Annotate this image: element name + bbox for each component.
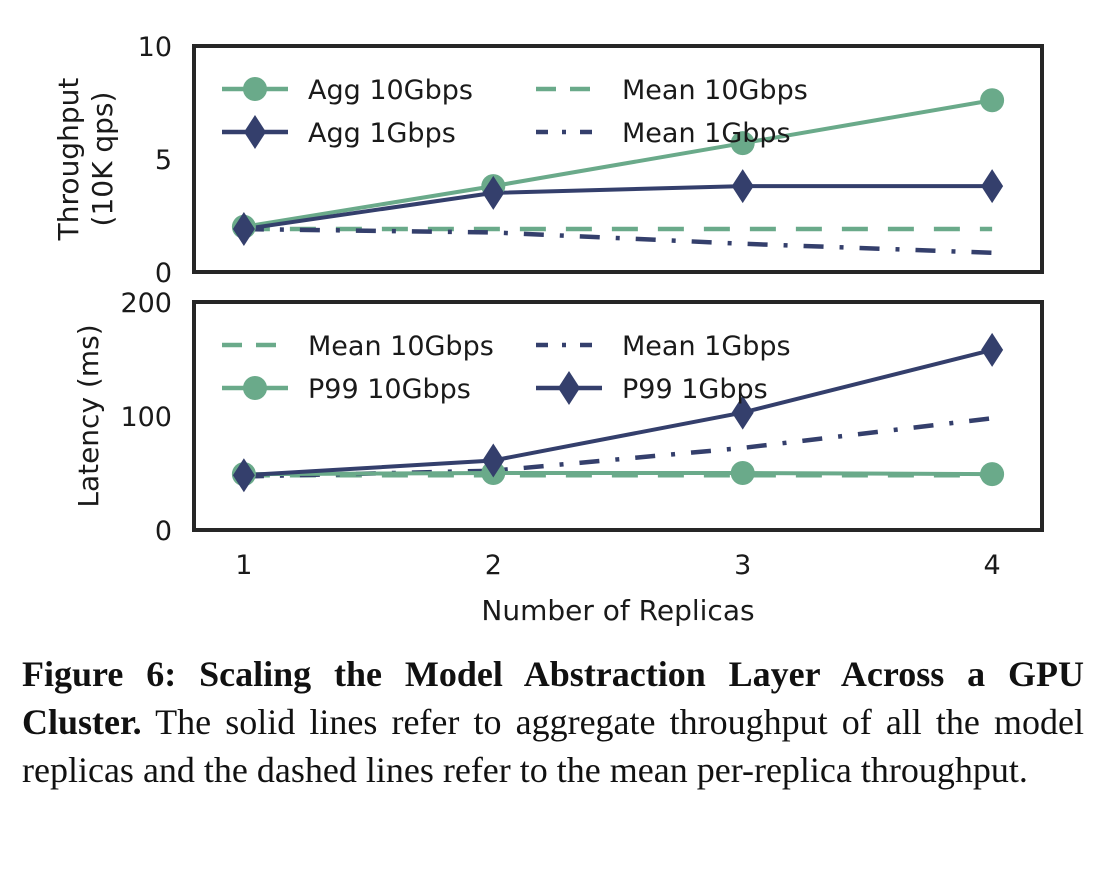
y-tick-label: 0 — [155, 516, 172, 547]
legend-label: P99 10Gbps — [308, 374, 471, 405]
y-tick-label: 100 — [120, 402, 172, 433]
y-axis-label: (10K qps) — [86, 92, 119, 227]
x-tick-label: 1 — [235, 550, 252, 581]
y-tick-label: 5 — [155, 145, 172, 176]
series-line-p99-10gbps — [243, 471, 993, 477]
legend-label: Mean 1Gbps — [622, 331, 791, 362]
legend-marker — [244, 115, 266, 149]
data-point-agg-10gbps — [980, 88, 1005, 113]
latency-panel: 0 100 200 Latency (ms) Mean 10Gbps Mean 1Gbps… — [72, 288, 1044, 547]
plot-frame — [192, 44, 1044, 274]
y-tick-label: 0 — [155, 258, 172, 289]
caption-title: Figure 6: Scaling the Model Abstraction … — [22, 654, 1084, 742]
legend-marker — [558, 371, 580, 405]
data-point-p99-1gbps — [232, 458, 255, 493]
series-line-p99-1gbps — [243, 347, 993, 478]
data-point-p99-10gbps — [980, 462, 1005, 487]
y-axis-label: Latency (ms) — [72, 324, 105, 507]
figure-caption: Figure 6: Scaling the Model Abstraction … — [22, 650, 1084, 794]
y-tick-label: 200 — [120, 288, 172, 319]
series-line-agg-1gbps — [243, 184, 993, 232]
x-tick-label: 4 — [984, 550, 1001, 581]
legend-marker — [243, 77, 267, 101]
y-axis-label: Throughput — [52, 78, 85, 242]
data-point-agg-1gbps — [981, 169, 1004, 204]
caption-text: The solid lines refer to aggregate throu… — [22, 702, 1084, 790]
x-axis: 1 2 3 4 Number of Replicas — [235, 550, 1000, 627]
throughput-panel: 0 5 10 Throughput (10K qps) Agg 10Gbps Mean 10… — [52, 32, 1044, 289]
legend-marker — [243, 376, 267, 400]
series-line-agg-10gbps — [243, 98, 993, 229]
y-tick-label: 10 — [138, 32, 172, 63]
x-tick-label: 2 — [485, 550, 502, 581]
data-point-p99-1gbps — [482, 443, 505, 478]
data-point-agg-1gbps — [482, 175, 505, 210]
x-axis-label: Number of Replicas — [481, 594, 754, 627]
data-point-agg-1gbps — [232, 212, 255, 247]
legend-label: Mean 10Gbps — [622, 75, 808, 106]
data-point-agg-10gbps — [730, 131, 755, 156]
legend-label: P99 1Gbps — [622, 374, 768, 405]
legend-label: Mean 1Gbps — [622, 118, 791, 149]
data-point-p99-1gbps — [731, 395, 754, 430]
legend-label: Agg 1Gbps — [308, 118, 456, 149]
data-point-p99-1gbps — [981, 332, 1004, 367]
legend-label: Agg 10Gbps — [308, 75, 473, 106]
series-line-mean-1gbps — [243, 226, 993, 256]
x-tick-label: 3 — [734, 550, 751, 581]
data-point-agg-1gbps — [731, 169, 754, 204]
legend-label: Mean 10Gbps — [308, 331, 494, 362]
data-point-p99-10gbps — [730, 461, 755, 485]
plot-frame — [192, 300, 1044, 532]
